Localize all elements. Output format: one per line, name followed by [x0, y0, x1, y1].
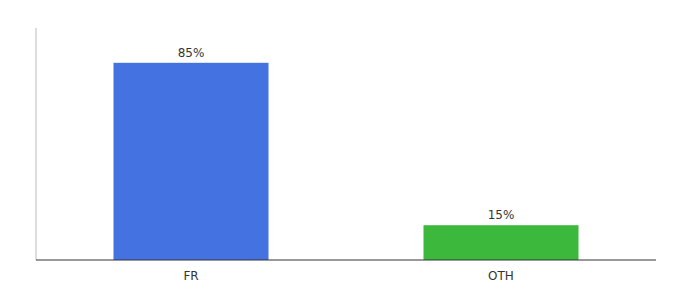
chart: 85% 15% FR OTH — [0, 0, 680, 300]
x-axis-line — [36, 260, 656, 261]
x-tick-labels: FR OTH — [183, 269, 514, 283]
chart-container: 85% 15% FR OTH — [0, 0, 680, 300]
data-labels: 85% 15% — [178, 46, 515, 222]
bar — [424, 225, 579, 260]
bar — [114, 63, 269, 260]
bars — [114, 63, 579, 260]
x-tick-label: FR — [183, 269, 198, 283]
y-axis-line — [36, 28, 37, 260]
x-tick-label: OTH — [488, 269, 514, 283]
data-label: 15% — [488, 208, 515, 222]
data-label: 85% — [178, 46, 205, 60]
